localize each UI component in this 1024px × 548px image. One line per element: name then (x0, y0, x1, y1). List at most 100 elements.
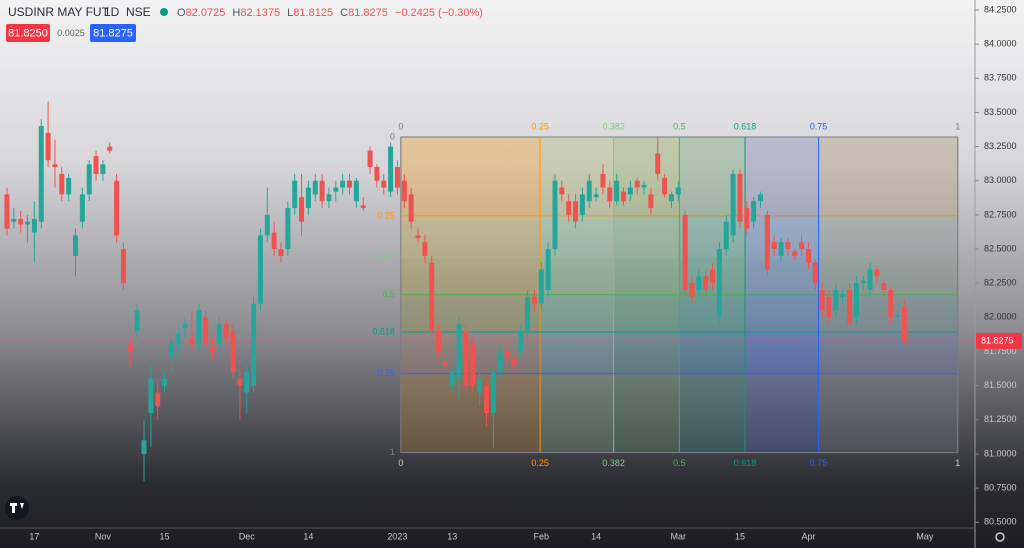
candle-body (881, 283, 887, 291)
candle-body (888, 290, 894, 318)
fib-time-label-bottom: 1 (955, 458, 960, 468)
candle-body (867, 269, 873, 291)
settings-icon[interactable] (995, 532, 1005, 542)
y-tick-label: 82.5000 (984, 243, 1017, 253)
y-tick-label: 80.7500 (984, 482, 1017, 492)
candle-body (381, 180, 387, 188)
y-tick-label: 81.7500 (984, 346, 1017, 356)
status-dot (160, 8, 168, 16)
interval: 1D (104, 5, 120, 19)
candle-body (853, 283, 859, 318)
candle-body (744, 208, 750, 229)
candle-body (703, 276, 709, 291)
x-tick-label: May (916, 531, 934, 541)
candle-body (216, 324, 222, 345)
candle-body (490, 371, 496, 413)
x-tick-label: 2023 (387, 531, 407, 541)
candle-body (655, 153, 661, 174)
candle-body (586, 180, 592, 202)
candle-body (196, 310, 202, 345)
candle-body (141, 440, 147, 454)
candle-body (847, 290, 853, 325)
fib-price-label: 0.5 (382, 289, 395, 299)
candle-body (66, 178, 72, 195)
candle-body (4, 194, 10, 229)
candle-body (833, 290, 839, 311)
candle-body (305, 187, 311, 209)
spread: 0.0025 (57, 28, 85, 38)
candle-body (812, 262, 818, 284)
y-tick-label: 81.2500 (984, 414, 1017, 424)
candle-body (805, 249, 811, 263)
candle-body (559, 187, 565, 195)
candle-body (408, 194, 414, 222)
candle-body (278, 249, 284, 256)
candle-body (148, 378, 154, 413)
sell-box[interactable] (6, 24, 50, 42)
candle-body (764, 214, 770, 270)
candle-body (93, 156, 99, 174)
y-tick-label: 80.5000 (984, 517, 1017, 527)
fib-time-label-bottom: 0.25 (531, 458, 549, 468)
ask[interactable]: 81.8275 (93, 27, 133, 39)
candle-body (621, 191, 626, 202)
candle-body (223, 324, 229, 338)
y-tick-label: 82.7500 (984, 209, 1017, 219)
plot: 84.2500 84.0000 83.7500 83.5000 83.2500 83.00… (0, 4, 1022, 541)
fib-time-zone (745, 137, 819, 453)
candle-body (59, 173, 65, 195)
change: −0.2425 (−0.30%) (395, 7, 483, 19)
candle-body (73, 235, 78, 256)
y-tick-label: 83.5000 (984, 107, 1017, 117)
candle-body (895, 314, 900, 318)
candle-body (175, 333, 181, 345)
candle-body (257, 235, 263, 304)
candle-body (531, 296, 537, 304)
candle-body (641, 184, 647, 188)
candle-body (600, 173, 606, 188)
candle-body (607, 187, 613, 202)
candle-body (792, 251, 798, 256)
y-tick-label: 84.0000 (984, 39, 1017, 49)
candle-body (134, 310, 140, 332)
candle-body (840, 294, 846, 297)
candle-body (538, 269, 544, 304)
candle-body (730, 173, 736, 236)
candle-body (388, 146, 394, 192)
candle-body (244, 371, 250, 393)
candle-body (484, 385, 489, 413)
bid[interactable]: 81.8250 (8, 27, 48, 39)
candle-body (470, 344, 476, 386)
candle-body (799, 242, 805, 250)
candle-body (340, 180, 346, 188)
candle-body (107, 146, 113, 151)
candle-body (237, 378, 243, 386)
price-tag-label: 81.8275 (981, 335, 1014, 345)
fib-time-label-top: 0.75 (810, 121, 828, 131)
buy-box[interactable] (90, 24, 136, 42)
fib-price-label: 0 (390, 131, 395, 141)
h-label: H (232, 7, 240, 19)
fib-time-label-bottom: 0.5 (673, 458, 686, 468)
candle-body (716, 249, 722, 318)
candle-body (614, 180, 620, 202)
candle-body (333, 187, 339, 192)
candle-body (38, 126, 44, 222)
candle-body (662, 178, 668, 195)
candle-body (251, 303, 257, 386)
fib-time-label-bottom: 0.618 (734, 458, 757, 468)
candle-body (79, 194, 85, 222)
y-tick-label: 83.2500 (984, 141, 1017, 151)
candle-body (155, 392, 161, 407)
candle-body (723, 221, 729, 250)
candle-body (415, 235, 421, 239)
candle-body (312, 180, 318, 195)
candle-body (627, 187, 633, 195)
y-tick-label: 81.0000 (984, 448, 1017, 458)
candle-body (25, 221, 31, 225)
x-tick-label: 17 (29, 531, 39, 541)
x-tick-label: 15 (735, 531, 745, 541)
fib-time-label-top: 0.5 (673, 121, 686, 131)
candle-body (826, 296, 832, 318)
